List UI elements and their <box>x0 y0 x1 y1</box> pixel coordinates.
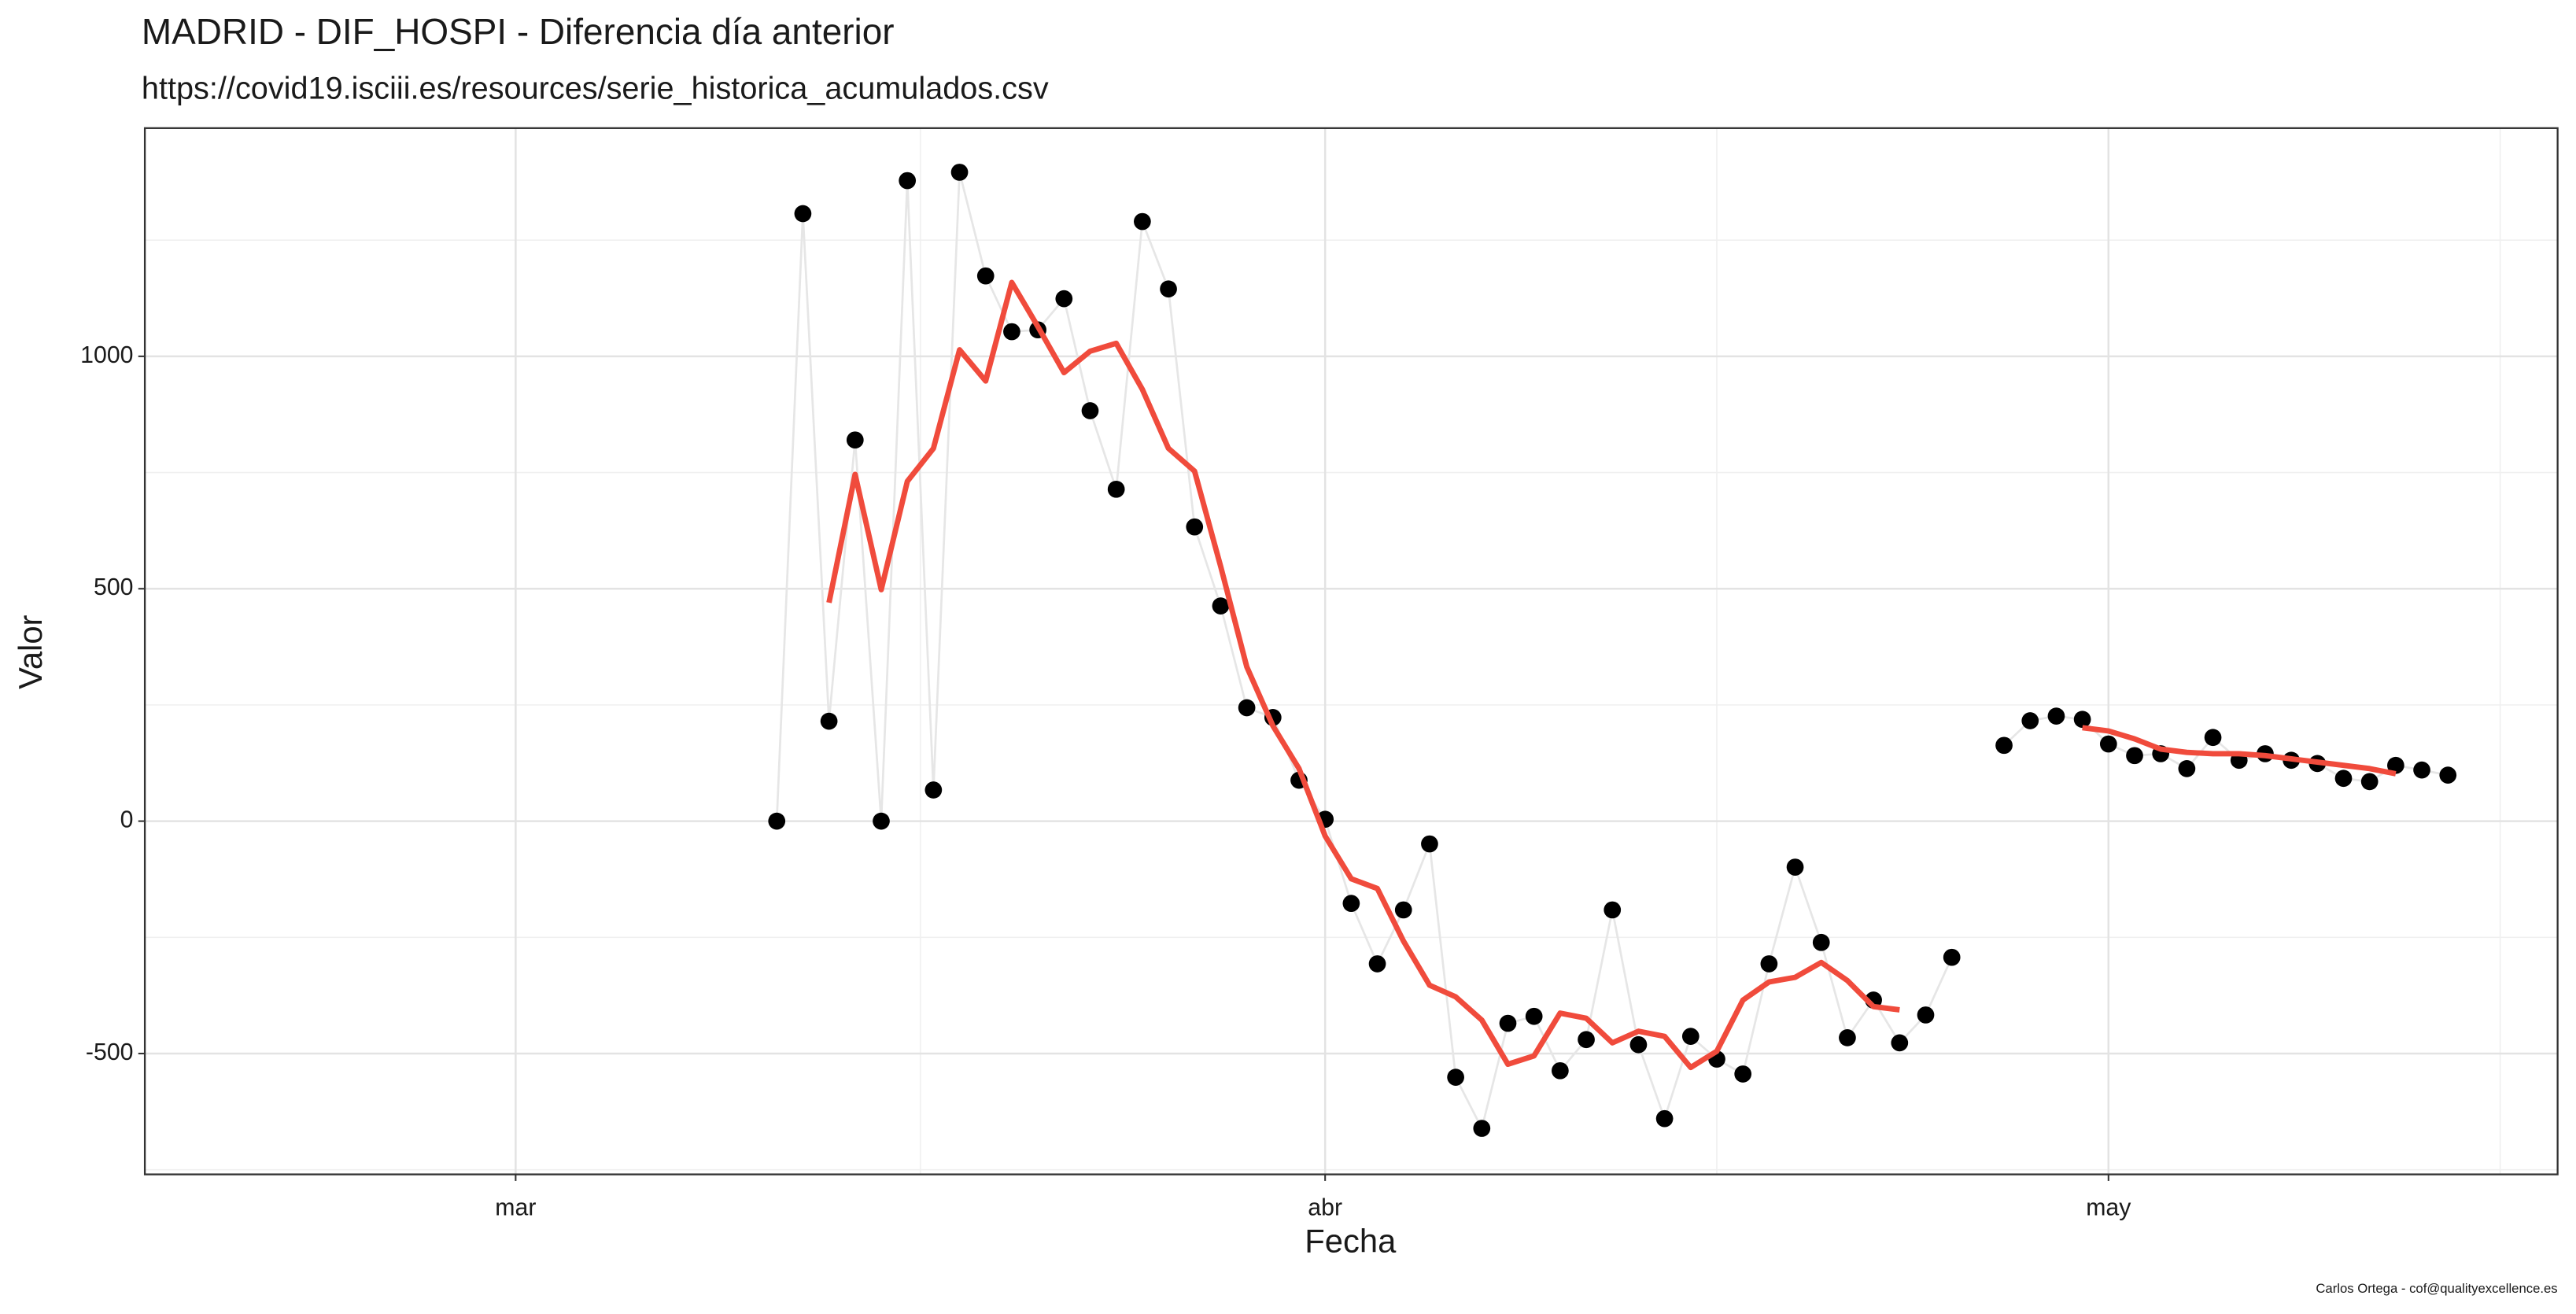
data-point <box>2360 773 2379 791</box>
data-point <box>1107 480 1125 498</box>
data-point <box>794 205 812 223</box>
data-point <box>2334 770 2353 788</box>
data-point <box>1212 597 1230 615</box>
data-point <box>1734 1065 1752 1083</box>
data-point <box>1917 1006 1935 1024</box>
data-point <box>2178 759 2196 777</box>
data-point <box>2439 766 2457 784</box>
x-tick-label: mar <box>495 1194 536 1220</box>
data-point <box>1447 1069 1464 1086</box>
y-tick-label: -500 <box>86 1039 134 1065</box>
x-axis-title: Fecha <box>1305 1222 1397 1259</box>
data-point <box>2387 756 2404 774</box>
data-point <box>1160 280 1177 298</box>
data-point <box>1499 1014 1517 1032</box>
data-point <box>846 431 864 449</box>
y-tick-label: 1000 <box>80 342 133 368</box>
data-point <box>1891 1034 1909 1052</box>
data-point <box>1604 901 1622 919</box>
data-point <box>2047 707 2065 725</box>
data-point <box>1525 1007 1543 1025</box>
data-point <box>1394 901 1412 919</box>
data-point <box>1552 1061 1569 1080</box>
panel-border <box>143 127 2559 1176</box>
data-point <box>1578 1031 1595 1049</box>
data-point <box>1081 402 1099 419</box>
data-point <box>899 172 917 190</box>
data-point <box>2126 747 2143 765</box>
data-point <box>1943 948 1961 966</box>
data-point <box>2021 712 2039 729</box>
data-point <box>768 812 786 830</box>
data-point <box>1786 858 1804 876</box>
y-tick-label: 0 <box>120 807 134 833</box>
data-point <box>820 712 838 730</box>
data-point <box>1368 955 1386 973</box>
data-point <box>924 781 943 799</box>
data-point <box>1003 323 1020 341</box>
data-point <box>1629 1035 1648 1054</box>
data-point <box>1342 895 1360 913</box>
data-point <box>1839 1029 1856 1046</box>
data-point <box>2099 735 2117 753</box>
data-point <box>1421 835 1438 853</box>
data-point <box>2204 729 2222 747</box>
data-point <box>1812 933 1830 951</box>
data-point <box>976 267 995 285</box>
y-axis-title: Valor <box>12 615 49 688</box>
data-point <box>1655 1109 1674 1128</box>
data-point <box>1473 1120 1491 1137</box>
data-point <box>1681 1028 1699 1045</box>
data-point <box>1995 736 2013 755</box>
caption: Carlos Ortega - cof@qualityexcellence.es <box>2316 1281 2557 1296</box>
x-tick-label: may <box>2086 1194 2131 1220</box>
data-point <box>1186 518 1204 536</box>
data-point <box>950 164 969 181</box>
x-tick-label: abr <box>1308 1194 1342 1220</box>
data-point <box>2073 711 2091 729</box>
trend-line <box>826 279 2397 1071</box>
data-point <box>1055 290 1073 308</box>
data-point <box>1238 699 1256 717</box>
data-point <box>873 812 890 830</box>
data-point <box>1760 955 1778 973</box>
data-point <box>1134 212 1151 231</box>
y-tick-label: 500 <box>94 574 133 600</box>
data-point <box>2413 761 2430 779</box>
chart-title: MADRID - DIF_HOSPI - Diferencia día ante… <box>142 11 895 52</box>
chart-subtitle: https://covid19.isciii.es/resources/seri… <box>142 71 1049 105</box>
